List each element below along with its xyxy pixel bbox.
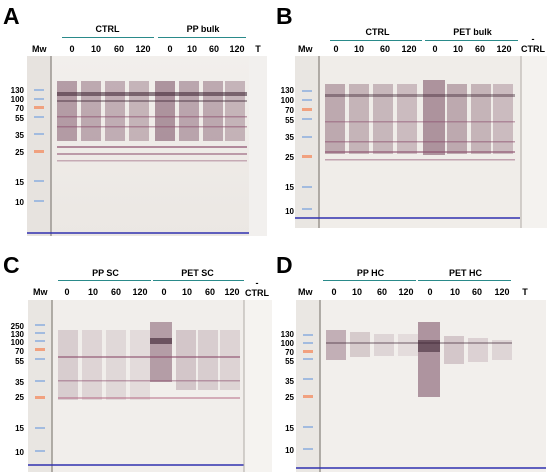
panel-a-group-ppbulk: PP bulk <box>186 24 220 34</box>
panel-a-letter: A <box>3 3 20 29</box>
panel-d-marker-label: 70 <box>285 348 294 357</box>
panel-c-marker-label: 130 <box>10 330 24 339</box>
panel-a-marker-label: 10 <box>15 198 24 207</box>
panel-c-lane: 0 <box>161 287 167 297</box>
panel-a-marker-label: 130 <box>10 86 24 95</box>
panel-b-lane: 0 <box>333 44 339 54</box>
panel-d-letter: D <box>276 252 293 278</box>
panel-a-lane: T <box>255 44 261 54</box>
panel-d-marker-label: 55 <box>285 357 294 366</box>
panel-b-marker-label: 35 <box>285 133 294 142</box>
panel-d-lane: 120 <box>494 287 510 297</box>
panel-c-marker-label: 55 <box>15 357 24 366</box>
panel-d-marker-label: 15 <box>285 424 294 433</box>
panel-c-marker-label: 35 <box>15 378 24 387</box>
panel-c-lane: 120 <box>224 287 240 297</box>
panel-c-letter: C <box>3 252 20 278</box>
panel-c-lane: 10 <box>87 287 98 297</box>
panel-b-lane: 120 <box>496 44 512 54</box>
panel-a-lane: 10 <box>90 44 101 54</box>
panel-d-group-pethc: PET HC <box>448 268 482 278</box>
panel-d-blot-image <box>296 300 546 472</box>
panel-d-lane: 0 <box>331 287 337 297</box>
panel-c-group-petsc-underline <box>153 280 244 281</box>
panel-c-mw-label: Mw <box>33 287 48 297</box>
panel-a-lane: 10 <box>186 44 197 54</box>
panel-c-lane: 60 <box>110 287 121 297</box>
panel-b-marker-label: 10 <box>285 207 294 216</box>
panel-a-lane: 120 <box>229 44 245 54</box>
panel-d-lane: T <box>522 287 528 297</box>
panel-a-group-ctrl-underline <box>62 37 154 38</box>
panel-d-lane: 10 <box>449 287 460 297</box>
panel-d-marker-label: 130 <box>280 330 294 339</box>
panel-b-marker-label: 55 <box>285 116 294 125</box>
panel-c-lane: 0 <box>64 287 70 297</box>
panel-b-marker-label: 130 <box>280 86 294 95</box>
panel-b-mw-label: Mw <box>298 44 313 54</box>
panel-d-marker-label: 35 <box>285 377 294 386</box>
panel-a-group-ppbulk-underline <box>158 37 246 38</box>
panel-c-marker-label: 10 <box>15 448 24 457</box>
panel-c-marker-label: 15 <box>15 424 24 433</box>
panel-c-marker-label: 25 <box>15 393 24 402</box>
panel-b-lane: 10 <box>353 44 364 54</box>
panel-c-lane: 10 <box>181 287 192 297</box>
panel-c-marker-label: 100 <box>10 338 24 347</box>
panel-b-group-petbulk-underline <box>425 40 518 41</box>
panel-c-group-petsc: PET SC <box>181 268 214 278</box>
panel-c-lane: 60 <box>204 287 215 297</box>
panel-a-lane: 60 <box>208 44 219 54</box>
panel-a-marker-label: 15 <box>15 178 24 187</box>
panel-a-marker-label: 35 <box>15 131 24 140</box>
panel-d-marker-label: 25 <box>285 393 294 402</box>
panel-d-lane: 60 <box>471 287 482 297</box>
panel-c-group-ppsc: PP SC <box>92 268 119 278</box>
panel-a-marker-label: 55 <box>15 114 24 123</box>
panel-d-lane: 10 <box>351 287 362 297</box>
panel-c-marker-label: 250 <box>10 322 24 331</box>
panel-a-lane: 60 <box>113 44 124 54</box>
panel-b-group-ctrl-underline <box>330 40 422 41</box>
panel-b-lane: 60 <box>379 44 390 54</box>
panel-d-mw-label: Mw <box>298 287 313 297</box>
panel-a-lane: 120 <box>135 44 151 54</box>
panel-b-lane: 60 <box>474 44 485 54</box>
panel-a-marker-label: 100 <box>10 95 24 104</box>
panel-a-blot-image <box>27 56 267 236</box>
panel-b-marker-label: 15 <box>285 183 294 192</box>
panel-b-marker-label: 100 <box>280 96 294 105</box>
panel-a-mw-label: Mw <box>32 44 47 54</box>
panel-d-lane: 120 <box>398 287 414 297</box>
panel-d-group-pphc-underline <box>323 280 416 281</box>
panel-c-extra-label: - CTRL <box>245 278 269 298</box>
panel-d-group-pphc: PP HC <box>356 268 385 278</box>
panel-a-lane: 0 <box>69 44 75 54</box>
panel-b-group-petbulk: PET bulk <box>453 27 492 37</box>
panel-b-lane: 120 <box>401 44 417 54</box>
panel-c-marker-label: 70 <box>15 347 24 356</box>
panel-a-group-ctrl: CTRL <box>95 24 120 34</box>
panel-c-group-ppsc-underline <box>58 280 151 281</box>
panel-d-marker-label: 100 <box>280 339 294 348</box>
panel-b-extra-label: - CTRL <box>521 34 545 54</box>
panel-d-group-pethc-underline <box>418 280 511 281</box>
panel-c-blot-image <box>28 300 272 472</box>
panel-c-lane: 120 <box>132 287 148 297</box>
panel-b-blot-image <box>295 56 547 228</box>
panel-d-lane: 60 <box>376 287 387 297</box>
panel-b-marker-label: 25 <box>285 153 294 162</box>
panel-b-group-ctrl: CTRL <box>365 27 390 37</box>
panel-a-marker-label: 70 <box>15 104 24 113</box>
panel-d-lane: 0 <box>427 287 433 297</box>
panel-d-marker-label: 10 <box>285 446 294 455</box>
panel-b-lane: 10 <box>452 44 463 54</box>
panel-a-lane: 0 <box>167 44 173 54</box>
panel-b-lane: 0 <box>432 44 438 54</box>
panel-a-marker-label: 25 <box>15 148 24 157</box>
panel-b-marker-label: 70 <box>285 106 294 115</box>
panel-b-letter: B <box>276 3 293 29</box>
